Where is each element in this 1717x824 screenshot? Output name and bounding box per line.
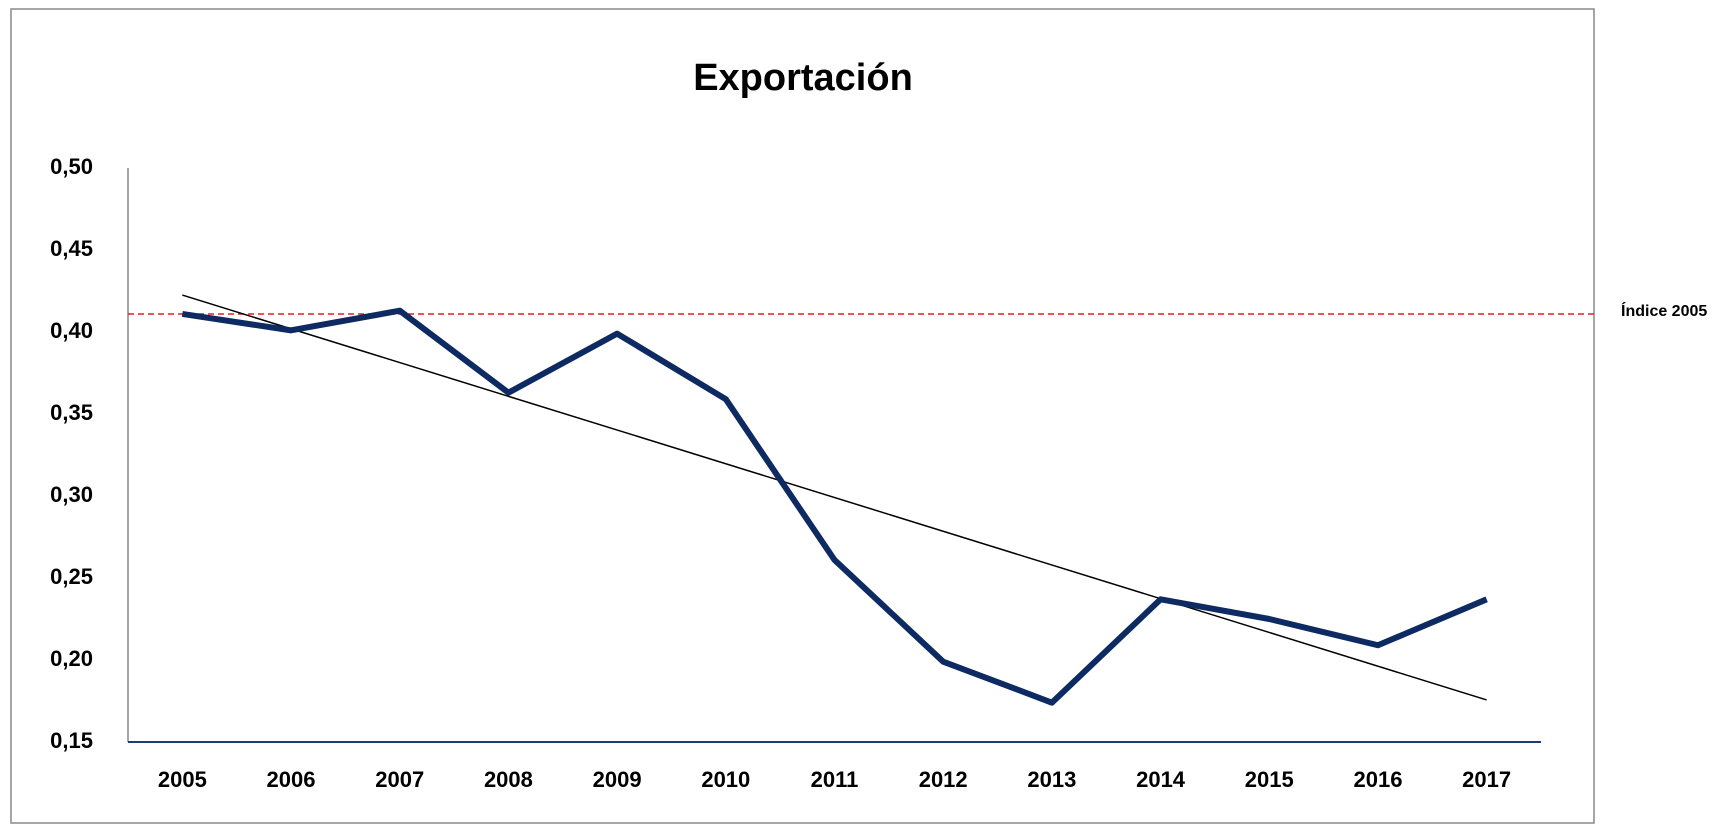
y-tick-label: 0,35 (50, 400, 93, 425)
x-tick-label: 2014 (1136, 767, 1186, 792)
y-tick-label: 0,50 (50, 154, 93, 179)
x-tick-label: 2011 (811, 767, 859, 792)
series-line (181, 307, 1488, 706)
x-tick-label: 2007 (375, 767, 424, 792)
y-tick-label: 0,20 (50, 646, 93, 671)
x-tick-label: 2005 (158, 767, 207, 792)
reference-label: Índice 2005 (1621, 301, 1707, 320)
x-tick-label: 2017 (1462, 767, 1511, 792)
y-tick-label: 0,15 (50, 728, 93, 753)
x-tick-label: 2016 (1353, 767, 1402, 792)
y-tick-label: 0,45 (50, 236, 93, 261)
x-tick-label: 2012 (919, 767, 968, 792)
x-tick-label: 2006 (267, 767, 316, 792)
y-tick-label: 0,25 (50, 564, 93, 589)
y-tick-label: 0,40 (50, 318, 93, 343)
x-tick-label: 2015 (1245, 767, 1294, 792)
trend-line (182, 294, 1487, 701)
chart-frame (10, 8, 1595, 824)
chart-title: Exportación (693, 57, 913, 99)
x-tick-label: 2010 (701, 767, 750, 792)
x-tick-label: 2013 (1027, 767, 1076, 792)
y-tick-label: 0,30 (50, 482, 93, 507)
x-tick-label: 2008 (484, 767, 533, 792)
x-tick-label: 2009 (593, 767, 642, 792)
